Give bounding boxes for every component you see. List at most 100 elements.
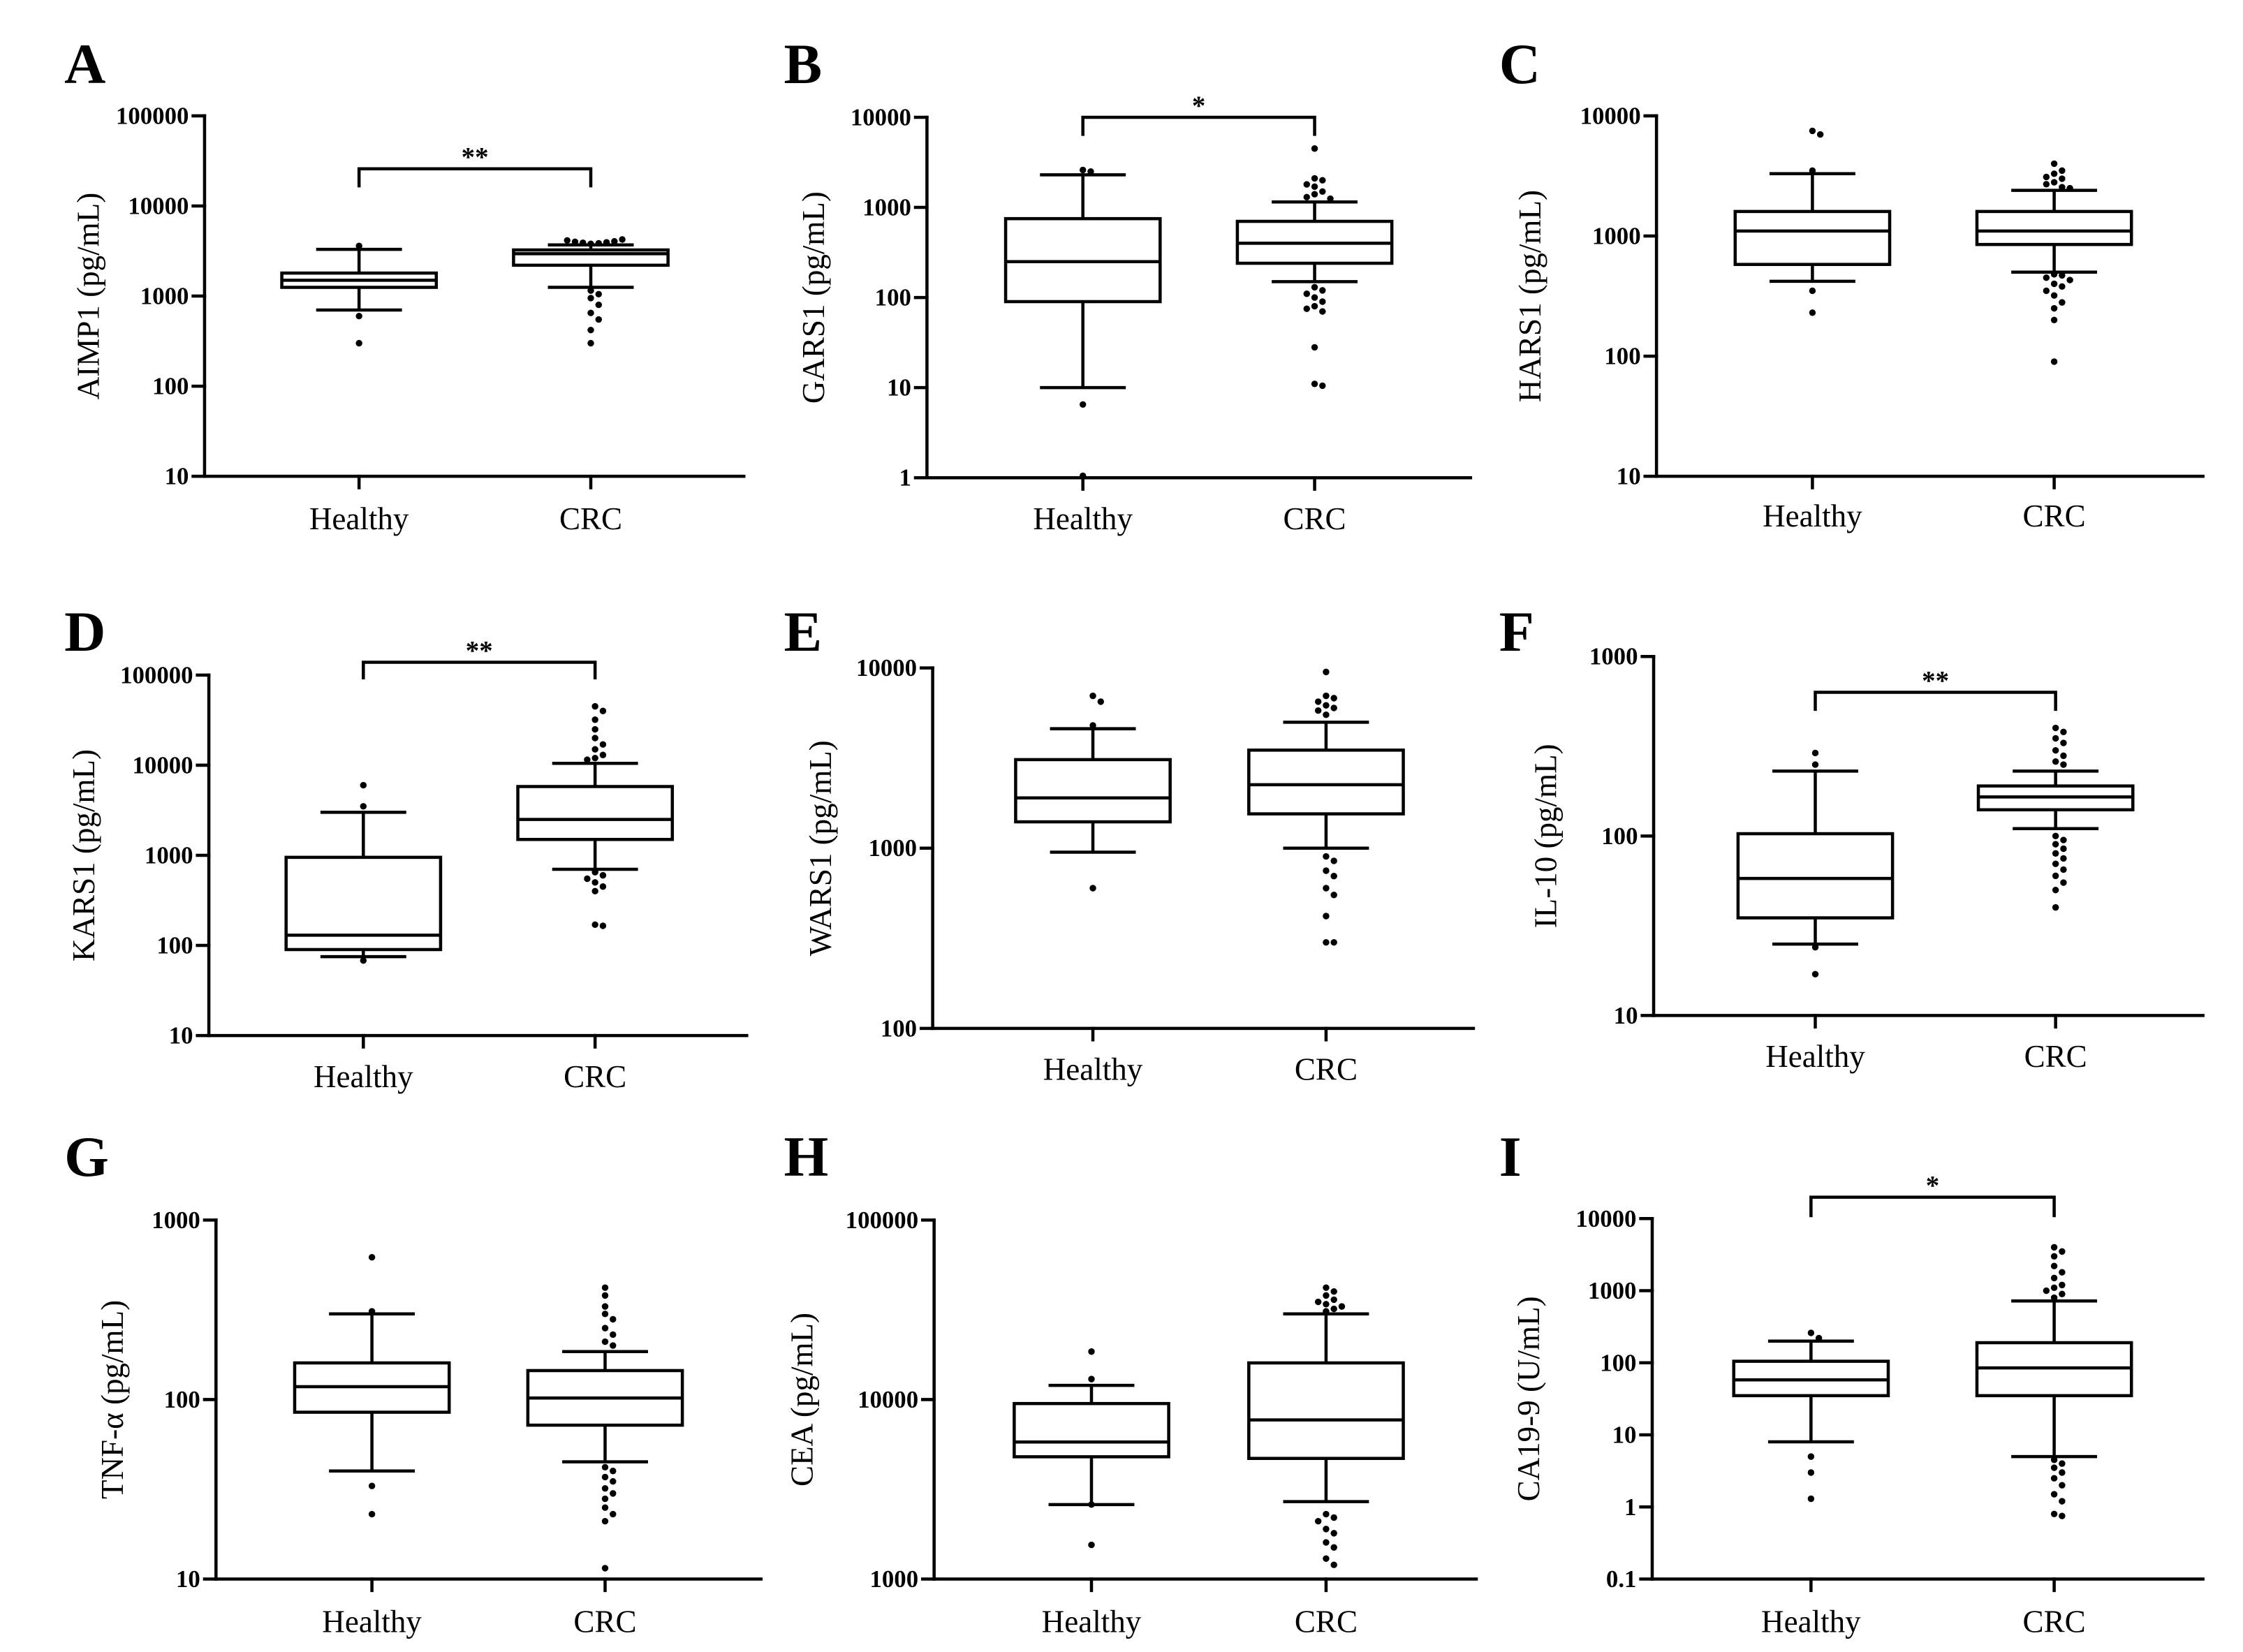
x-tick-label: Healthy xyxy=(1763,499,1862,533)
outlier-point xyxy=(1323,1284,1330,1291)
outlier-point xyxy=(595,290,602,298)
outlier-point xyxy=(1323,711,1330,718)
outlier-point xyxy=(610,1468,617,1475)
outlier-point xyxy=(1323,1308,1330,1315)
outlier-point xyxy=(2052,850,2059,857)
outlier-point xyxy=(584,875,591,883)
x-tick-label: CRC xyxy=(1283,501,1346,536)
outlier-point xyxy=(587,287,594,294)
box-healthy xyxy=(284,781,443,964)
outlier-point xyxy=(1311,302,1318,310)
outlier-point xyxy=(2060,728,2067,735)
outlier-point xyxy=(2052,724,2059,732)
iqr-box xyxy=(516,785,675,841)
outlier-point xyxy=(591,755,598,762)
outlier-point xyxy=(1319,177,1326,184)
iqr-box xyxy=(1733,209,1892,266)
y-tick-label: 1000 xyxy=(869,1565,918,1593)
outlier-point xyxy=(2050,316,2058,323)
significance-bracket xyxy=(357,167,593,188)
y-tick-label: 100 xyxy=(1604,343,1640,370)
outlier-point xyxy=(591,702,598,710)
outlier-point xyxy=(1323,702,1330,709)
outlier-point xyxy=(1811,761,1819,768)
y-tick-label: 1000 xyxy=(152,1207,200,1234)
outlier-point xyxy=(571,238,579,246)
outlier-point xyxy=(1314,698,1322,705)
outlier-point xyxy=(368,1308,376,1315)
outlier-point xyxy=(1323,913,1330,920)
outlier-point xyxy=(2043,274,2050,281)
outlier-point xyxy=(2050,179,2058,186)
panel-label: A xyxy=(64,32,105,96)
outlier-point xyxy=(1319,287,1326,294)
outlier-point xyxy=(601,1504,609,1511)
outlier-point xyxy=(1809,287,1816,295)
panel-h: H 1000 10000 100000 CEA (pg/mL) Healthy CRC xyxy=(784,1125,1478,1639)
panel-c: C 10 100 1000 10000 HARS1 (pg/mL) Healthy CRC xyxy=(1499,32,2205,533)
outlier-point xyxy=(603,239,610,246)
box-healthy xyxy=(1736,749,1895,978)
panel-label: H xyxy=(784,1125,829,1188)
outlier-point xyxy=(601,1292,609,1299)
outlier-point xyxy=(1323,885,1330,892)
outlier-point xyxy=(2060,752,2067,760)
significance-bracket xyxy=(1809,1195,2056,1218)
y-tick-label: 100 xyxy=(1601,823,1638,850)
outlier-point xyxy=(1330,1305,1337,1313)
y-axis-title: HARS1 (pg/mL) xyxy=(1513,190,1547,402)
x-tick-label: CRC xyxy=(573,1604,636,1639)
outlier-point xyxy=(587,240,594,247)
outlier-point xyxy=(595,316,602,323)
outlier-point xyxy=(2059,1248,2066,1255)
outlier-point xyxy=(599,871,607,879)
outlier-point xyxy=(1323,692,1330,700)
outlier-point xyxy=(1303,193,1310,201)
outlier-point xyxy=(1323,1510,1330,1518)
outlier-point xyxy=(1811,943,1819,951)
outlier-point xyxy=(2050,160,2058,168)
outlier-point xyxy=(1079,401,1087,408)
outlier-point xyxy=(2059,167,2066,175)
x-tick-label: Healthy xyxy=(1761,1604,1861,1639)
outlier-point xyxy=(2050,1475,2058,1482)
iqr-box xyxy=(1013,1401,1170,1459)
outlier-point xyxy=(601,1484,609,1492)
outlier-point xyxy=(1338,1303,1346,1310)
outlier-point xyxy=(1311,191,1318,198)
y-tick-label: 1000 xyxy=(145,841,193,869)
outlier-point xyxy=(1319,298,1326,305)
outlier-point xyxy=(591,887,598,895)
outlier-point xyxy=(591,716,598,723)
outlier-point xyxy=(601,1303,609,1310)
y-tick-label: 10 xyxy=(169,1022,193,1049)
outlier-point xyxy=(1811,971,1819,978)
outlier-point xyxy=(591,746,598,753)
outlier-point xyxy=(2059,1498,2066,1505)
outlier-point xyxy=(2050,170,2058,177)
outlier-point xyxy=(1087,168,1094,175)
outlier-point xyxy=(610,1315,617,1323)
outlier-point xyxy=(2059,1469,2066,1476)
outlier-point xyxy=(599,741,607,748)
outlier-point xyxy=(2052,746,2059,754)
outlier-point xyxy=(2043,1287,2050,1295)
outlier-point xyxy=(1807,1495,1815,1503)
outlier-point xyxy=(2050,1464,2058,1471)
iqr-box xyxy=(1736,832,1895,920)
outlier-point xyxy=(2060,879,2067,886)
outlier-point xyxy=(2050,304,2058,312)
outlier-point xyxy=(2043,181,2050,188)
outlier-point xyxy=(587,339,594,347)
outlier-point xyxy=(1311,344,1318,351)
outlier-point xyxy=(1323,867,1330,874)
y-tick-label: 10000 xyxy=(128,192,189,219)
box-crc xyxy=(1247,1284,1405,1568)
y-axis-title: IL-10 (pg/mL) xyxy=(1529,744,1564,928)
x-tick-label: CRC xyxy=(2023,499,2086,533)
box-crc xyxy=(526,1284,684,1572)
outlier-point xyxy=(1319,308,1326,315)
outlier-point xyxy=(1303,305,1310,312)
outlier-point xyxy=(1323,668,1330,676)
outlier-point xyxy=(1807,1469,1815,1476)
